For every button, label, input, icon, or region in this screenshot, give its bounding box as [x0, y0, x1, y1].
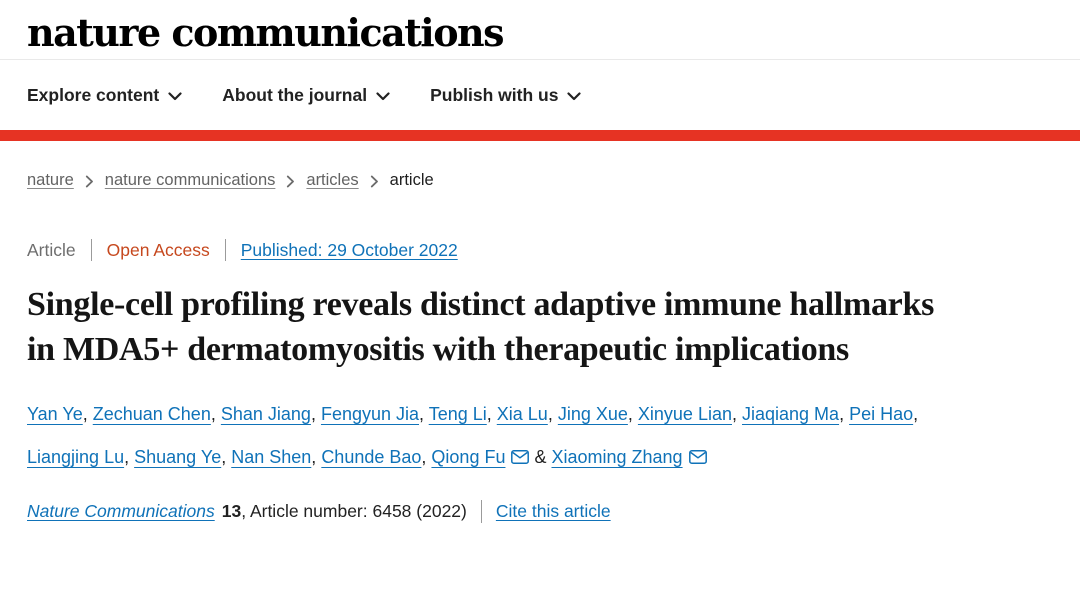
email-icon — [688, 449, 707, 464]
email-icon — [511, 449, 530, 464]
author-separator: , — [210, 404, 221, 425]
breadcrumb-item-nature[interactable]: nature — [27, 171, 74, 189]
logo-row: nature communications — [0, 0, 1080, 60]
author-link[interactable]: Xinyue Lian — [637, 404, 732, 425]
author-separator: , — [310, 404, 321, 425]
author-link[interactable]: Jing Xue — [557, 404, 628, 425]
breadcrumb-separator — [286, 175, 295, 188]
author-separator: , — [421, 446, 432, 467]
citation-divider — [480, 500, 482, 524]
accent-bar — [0, 130, 1080, 141]
site-header: nature communications Explore content Abo… — [0, 0, 1080, 141]
chevron-right-icon — [370, 175, 378, 187]
breadcrumb-item-nature-communications[interactable]: nature communications — [104, 171, 276, 189]
author-link[interactable]: Liangjing Lu — [27, 446, 125, 467]
author-link[interactable]: Shan Jiang — [220, 404, 311, 425]
author-link[interactable]: Nan Shen — [231, 446, 312, 467]
published-date-link[interactable]: Published: 29 October 2022 — [240, 239, 458, 260]
author-link[interactable]: Fengyun Jia — [320, 404, 420, 425]
nav-item-label: Publish with us — [430, 84, 559, 105]
nav-item-label: Explore content — [27, 84, 160, 105]
journal-volume: 13 — [221, 501, 242, 522]
article-title: Single-cell profiling reveals distinct a… — [27, 286, 935, 369]
breadcrumb-separator — [85, 175, 94, 188]
author-link[interactable]: Yan Ye — [27, 404, 83, 425]
author-separator: , — [311, 446, 322, 467]
nav-item-explore-content[interactable]: Explore content — [27, 85, 182, 106]
author-separator: , — [731, 404, 742, 425]
journal-logo[interactable]: nature communications — [27, 9, 505, 55]
nav-item-label: About the journal — [222, 84, 368, 105]
open-access-label: Open Access — [106, 239, 210, 260]
author-link[interactable]: Jiaqiang Ma — [742, 404, 840, 425]
author-separator: , — [221, 446, 232, 467]
author-list: Yan Ye, Zechuan Chen, Shan Jiang, Fengyu… — [27, 393, 972, 479]
author-link[interactable]: Chunde Bao — [321, 446, 422, 467]
author-link[interactable]: Zechuan Chen — [92, 404, 211, 425]
chevron-down-icon — [567, 91, 582, 100]
article-number-text: , Article number: 6458 (2022) — [241, 501, 467, 522]
author-link[interactable]: Teng Li — [428, 404, 487, 425]
journal-name-link[interactable]: Nature Communications — [27, 501, 215, 522]
author-link[interactable]: Xiaoming Zhang — [551, 446, 683, 467]
author-link[interactable]: Xia Lu — [496, 404, 548, 425]
author-separator: , — [839, 404, 850, 425]
author-separator: , — [627, 404, 638, 425]
author-separator: , — [82, 404, 93, 425]
chevron-down-icon — [168, 91, 182, 100]
chevron-right-icon — [287, 175, 295, 187]
breadcrumb-item-articles[interactable]: articles — [306, 171, 359, 189]
breadcrumb: nature nature communications articles artic… — [27, 171, 1053, 190]
author-link[interactable]: Pei Hao — [849, 404, 914, 425]
meta-divider — [90, 239, 92, 261]
nav-item-publish-with-us[interactable]: Publish with us — [430, 84, 582, 106]
chevron-right-icon — [85, 175, 93, 187]
author-separator: , — [913, 404, 919, 425]
article-page: nature nature communications articles artic… — [0, 171, 1080, 524]
author-separator: , — [486, 404, 497, 425]
author-separator: , — [547, 404, 558, 425]
primary-nav: Explore content About the journal Publish … — [0, 60, 1080, 130]
author-link[interactable]: Qiong Fu — [431, 446, 506, 467]
author-email-link[interactable] — [688, 437, 707, 479]
article-type-label: Article — [27, 239, 76, 260]
author-email-link[interactable] — [511, 437, 530, 479]
author-separator: , — [124, 446, 135, 467]
breadcrumb-item-article: article — [389, 171, 434, 189]
nav-item-about-the-journal[interactable]: About the journal — [222, 85, 390, 106]
author-separator: , — [419, 404, 429, 425]
cite-this-article-link[interactable]: Cite this article — [495, 501, 611, 522]
article-meta-row: Article Open Access Published: 29 Octobe… — [27, 239, 1053, 261]
meta-divider — [224, 239, 226, 261]
author-separator: & — [529, 446, 552, 467]
chevron-down-icon — [376, 91, 390, 100]
breadcrumb-separator — [370, 175, 379, 188]
citation-row: Nature Communications 13 , Article numbe… — [27, 500, 1053, 524]
author-link[interactable]: Shuang Ye — [134, 446, 222, 467]
